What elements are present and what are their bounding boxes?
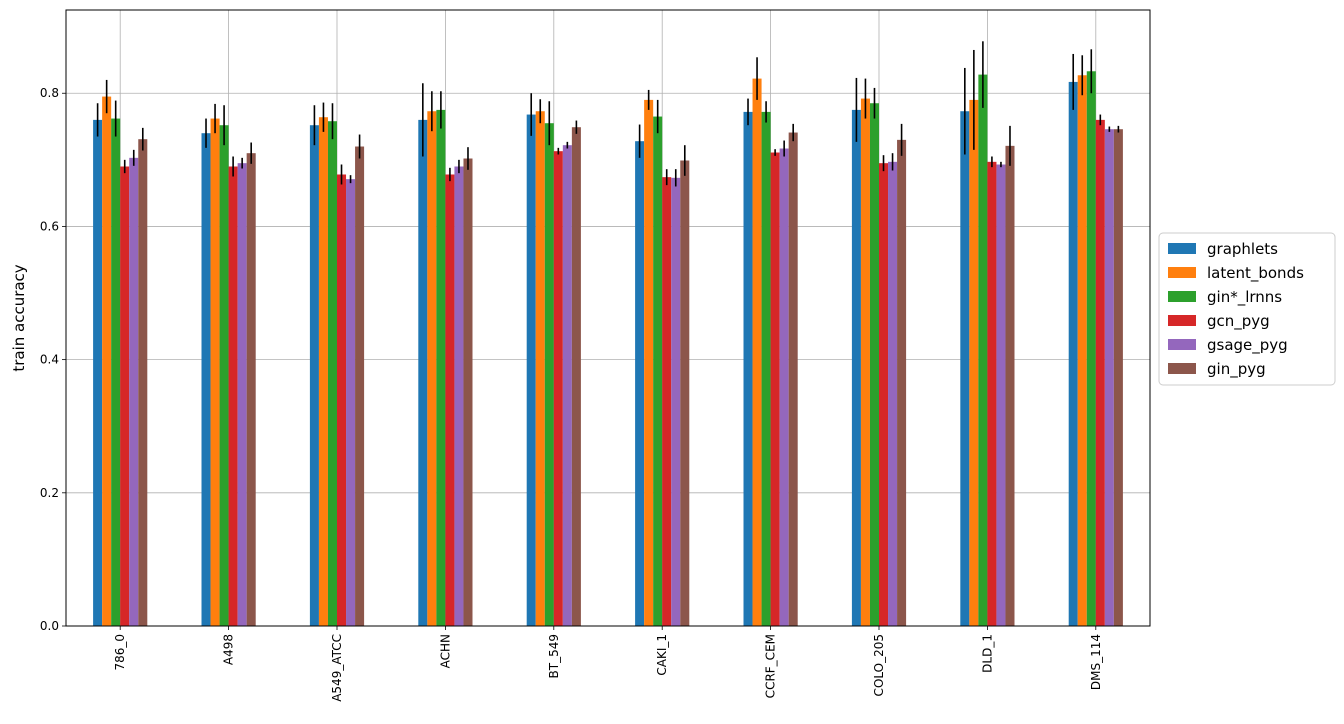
legend-swatch (1168, 339, 1196, 350)
bar-gcn_pyg-DMS_114 (1095, 119, 1105, 627)
x-tick-label: 786_0 (113, 634, 127, 671)
bar-gsage_pyg-BT_549 (562, 145, 572, 627)
bar-gcn_pyg-CAKI_1 (662, 177, 672, 626)
bar-gcn_pyg-COLO_205 (879, 163, 889, 626)
x-tick-label: A549_ATCC (330, 634, 344, 702)
bar-latent_bonds-CCRF_CEM (752, 78, 762, 627)
bar-latent_bonds-ACHN (427, 111, 437, 627)
bar-graphlets-ACHN (418, 119, 428, 627)
bar-gin*_lrnns-CCRF_CEM (761, 111, 771, 627)
bar-graphlets-A549_ATCC (309, 125, 319, 626)
plot-frame (65, 9, 1151, 627)
x-tick-label: COLO_205 (872, 634, 886, 696)
bar-gin*_lrnns-DMS_114 (1086, 71, 1096, 626)
legend-swatch (1168, 291, 1196, 302)
legend-label: gsage_pyg (1207, 336, 1288, 355)
bar-graphlets-DLD_1 (960, 111, 970, 627)
bar-gin_pyg-CAKI_1 (680, 160, 690, 626)
bar-latent_bonds-786_0 (102, 96, 112, 626)
bar-latent_bonds-DMS_114 (1077, 75, 1087, 627)
legend-label: graphlets (1207, 240, 1278, 258)
y-axis-label: train accuracy (10, 264, 28, 371)
bar-graphlets-BT_549 (526, 114, 536, 626)
bar-latent_bonds-A498 (210, 118, 220, 626)
legend-label: gin_pyg (1207, 360, 1266, 379)
x-tick-label: CCRF_CEM (764, 634, 778, 698)
bar-gin_pyg-A498 (246, 153, 256, 626)
x-tick-label: DMS_114 (1089, 634, 1103, 690)
bar-gin_pyg-CCRF_CEM (788, 132, 798, 626)
bar-gsage_pyg-786_0 (129, 157, 139, 626)
bar-gsage_pyg-COLO_205 (888, 161, 898, 626)
bar-gin*_lrnns-DLD_1 (978, 74, 988, 627)
bar-gsage_pyg-A498 (237, 163, 247, 626)
bars (93, 71, 1123, 627)
legend: graphlets latent_bonds gin*_lrnns gcn_pyggs… (1158, 232, 1336, 386)
x-axis: 786_0 A498 A549_ATCC ACHN BT_549 CAKI_1 CCRF_C… (113, 626, 1103, 702)
bar-gin_pyg-A549_ATCC (355, 146, 365, 626)
bar-gin*_lrnns-CAKI_1 (653, 116, 663, 626)
x-tick-label: ACHN (438, 634, 452, 668)
legend-box (1158, 232, 1336, 386)
bar-latent_bonds-CAKI_1 (644, 99, 654, 626)
legend-swatch (1168, 315, 1196, 326)
bar-gin*_lrnns-COLO_205 (869, 103, 879, 627)
x-tick-label: CAKI_1 (655, 634, 669, 676)
bar-graphlets-786_0 (93, 119, 103, 627)
bar-gin_pyg-BT_549 (571, 127, 581, 627)
bar-gcn_pyg-DLD_1 (987, 161, 997, 626)
bar-gcn_pyg-ACHN (445, 174, 455, 626)
legend-swatch (1168, 267, 1196, 278)
y-tick-label: 0.2 (40, 486, 59, 500)
bar-gin_pyg-DMS_114 (1113, 129, 1123, 626)
legend-label: gcn_pyg (1207, 312, 1270, 331)
x-tick-label: A498 (222, 634, 236, 665)
bar-gcn_pyg-786_0 (120, 166, 130, 626)
bar-gin_pyg-786_0 (138, 139, 148, 626)
bar-gsage_pyg-CAKI_1 (671, 177, 681, 627)
bar-graphlets-CAKI_1 (635, 141, 645, 626)
bar-gin*_lrnns-A549_ATCC (327, 121, 337, 626)
bar-latent_bonds-DLD_1 (969, 99, 979, 626)
bar-gin*_lrnns-BT_549 (544, 123, 554, 626)
bar-graphlets-COLO_205 (851, 109, 861, 626)
bar-gcn_pyg-A498 (228, 166, 238, 626)
bar-latent_bonds-A549_ATCC (318, 117, 328, 627)
bar-graphlets-DMS_114 (1068, 81, 1078, 626)
bar-latent_bonds-COLO_205 (860, 98, 870, 627)
bar-gsage_pyg-DMS_114 (1104, 129, 1114, 626)
legend-swatch (1168, 243, 1196, 254)
y-tick-label: 0.0 (40, 619, 59, 633)
bar-graphlets-A498 (201, 133, 211, 626)
bar-gin*_lrnns-ACHN (436, 109, 446, 626)
y-axis: 0.0 0.2 0.4 0.6 0.8 (40, 86, 66, 633)
legend-label: latent_bonds (1207, 264, 1304, 283)
y-tick-label: 0.4 (40, 353, 59, 367)
bar-gsage_pyg-DLD_1 (996, 164, 1006, 627)
y-tick-label: 0.8 (40, 86, 59, 100)
bar-gin*_lrnns-786_0 (111, 118, 121, 626)
bar-gcn_pyg-BT_549 (553, 151, 563, 626)
y-tick-label: 0.6 (40, 219, 59, 233)
x-tick-label: BT_549 (547, 634, 561, 678)
bar-gsage_pyg-A549_ATCC (346, 179, 356, 626)
bar-gin*_lrnns-A498 (219, 125, 229, 626)
bar-gsage_pyg-CCRF_CEM (779, 148, 789, 626)
x-tick-label: DLD_1 (980, 634, 994, 673)
bar-gin_pyg-DLD_1 (1005, 145, 1015, 626)
error-bars (96, 41, 1120, 187)
legend-swatch (1168, 363, 1196, 374)
bar-gsage_pyg-ACHN (454, 166, 464, 626)
bar-gin_pyg-ACHN (463, 158, 473, 626)
bar-gin_pyg-COLO_205 (897, 139, 907, 626)
bar-latent_bonds-BT_549 (535, 111, 545, 627)
bar-gcn_pyg-CCRF_CEM (770, 152, 780, 626)
legend-label: gin*_lrnns (1207, 288, 1282, 307)
bar-gcn_pyg-A549_ATCC (337, 174, 347, 626)
bar-graphlets-CCRF_CEM (743, 111, 753, 627)
